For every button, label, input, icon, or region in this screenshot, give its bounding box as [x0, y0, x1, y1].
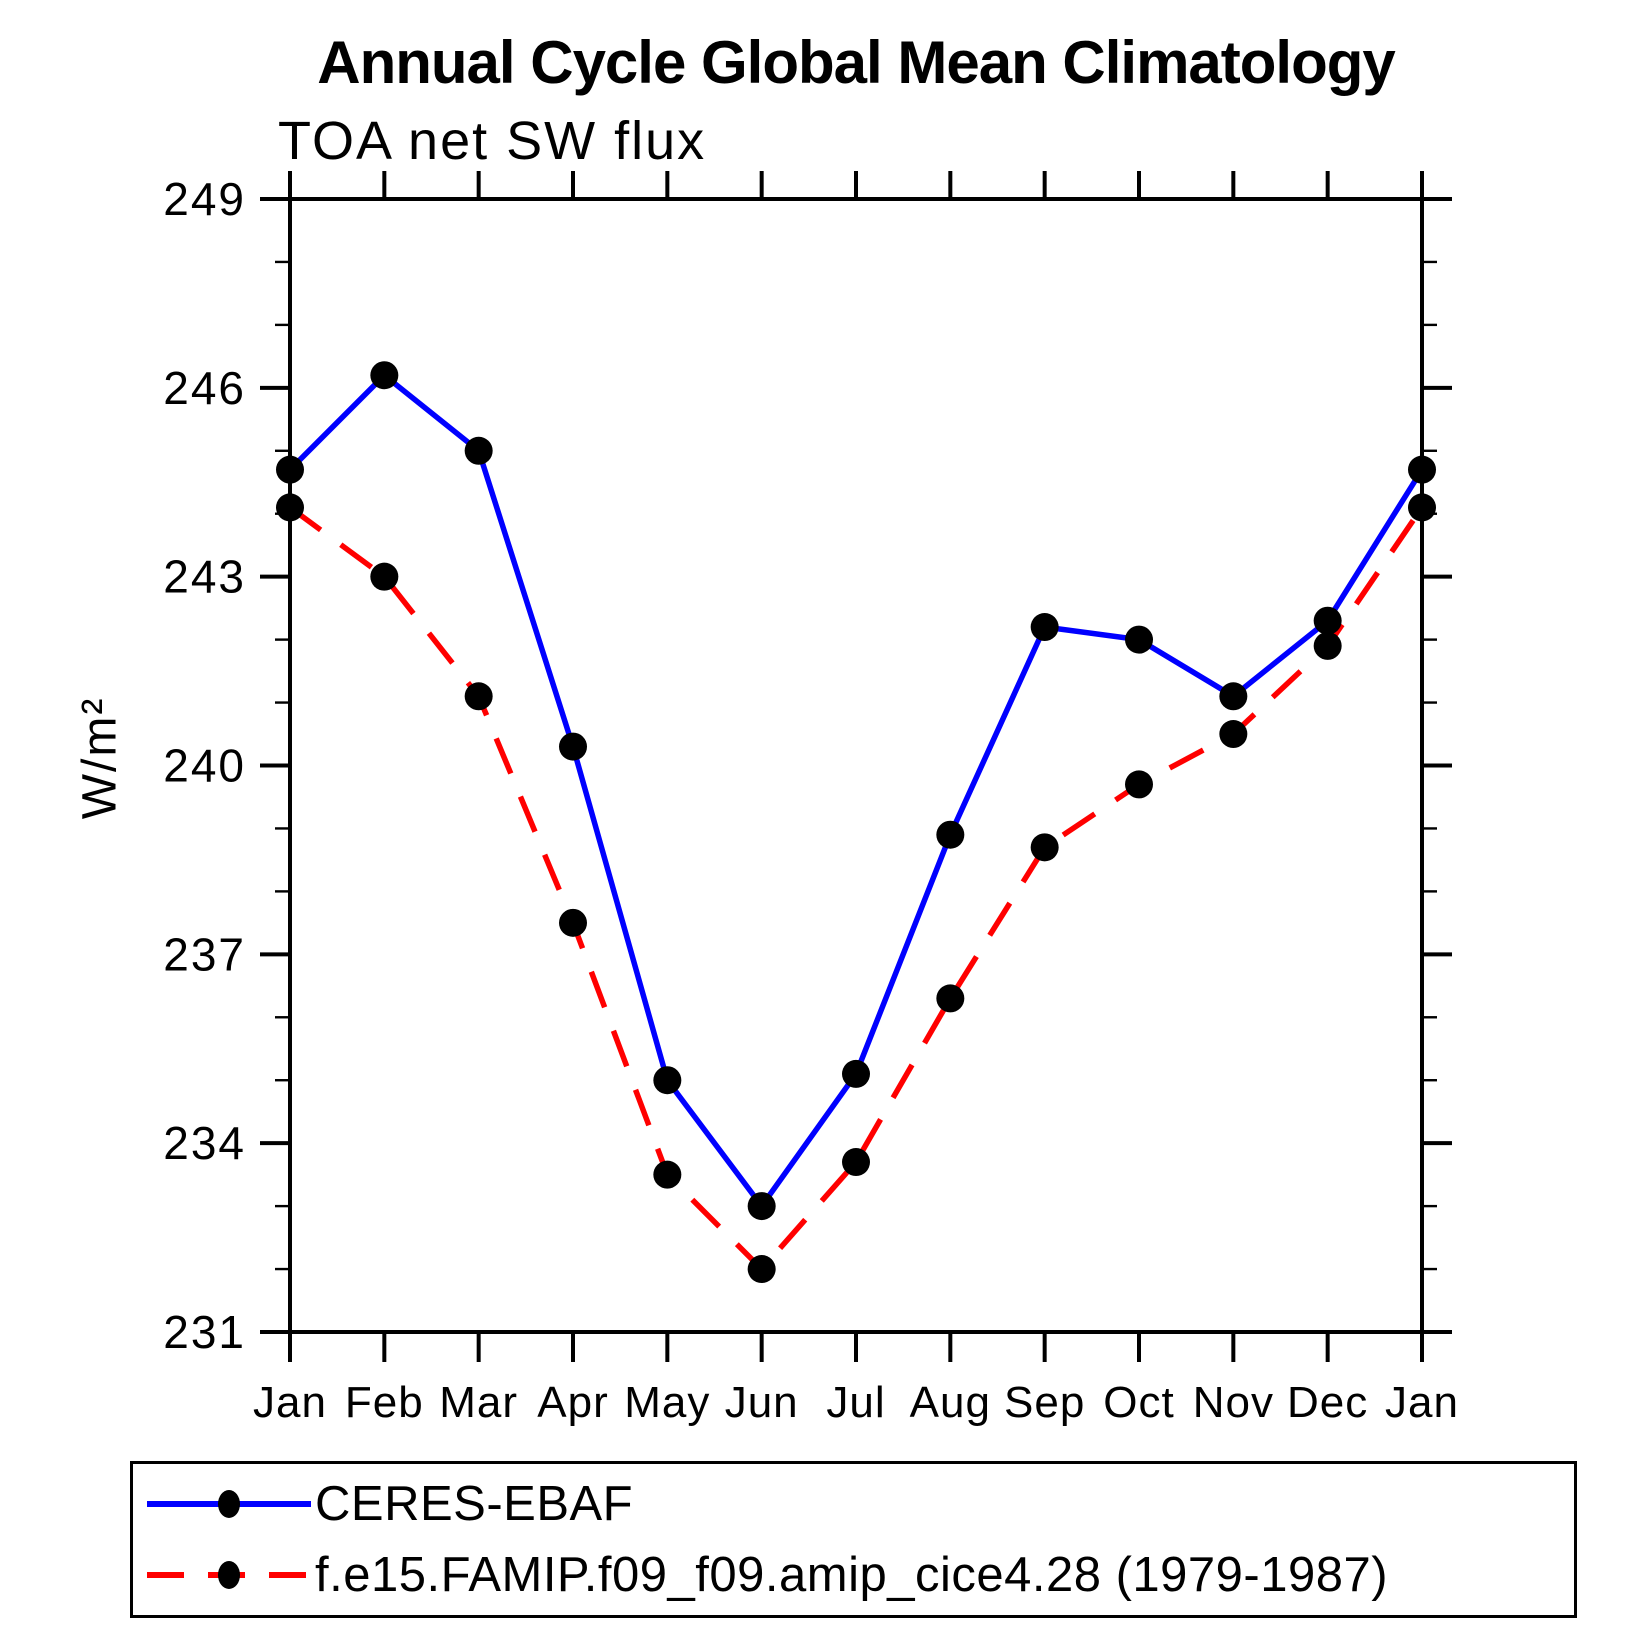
y-tick-label: 237: [163, 928, 246, 980]
data-point-series-1: [276, 493, 304, 522]
data-point-series-1: [1408, 493, 1436, 522]
x-tick-label: Jun: [725, 1378, 799, 1427]
data-point-series-0: [464, 436, 493, 465]
data-point-series-0: [1125, 625, 1153, 654]
x-tick-label: Dec: [1287, 1378, 1368, 1427]
x-tick-label: Sep: [1004, 1378, 1085, 1427]
y-tick-label: 249: [163, 173, 246, 225]
legend-line-sample-dashed: [147, 1561, 311, 1589]
data-point-series-0: [842, 1059, 870, 1088]
legend-box: CERES-EBAF f.e15.FAMIP.f09_f09.amip_cice…: [130, 1461, 1577, 1618]
x-tick-label: Apr: [537, 1378, 608, 1427]
legend-label-model: f.e15.FAMIP.f09_f09.amip_cice4.28 (1979-…: [315, 1548, 1389, 1602]
y-tick-label: 246: [163, 362, 246, 414]
data-point-series-1: [747, 1255, 776, 1284]
legend-sample-marker-dot: [218, 1561, 240, 1589]
chart-title: Annual Cycle Global Mean Climatology: [317, 29, 1396, 96]
data-point-series-1: [1125, 770, 1153, 799]
legend-sample-marker-dot: [218, 1490, 240, 1518]
data-point-series-0: [370, 361, 399, 390]
data-point-series-1: [1030, 833, 1059, 862]
data-point-series-0: [1219, 682, 1248, 711]
x-tick-label: Nov: [1193, 1378, 1274, 1427]
y-tick-label: 240: [163, 740, 246, 792]
x-tick-label: Jan: [253, 1378, 327, 1427]
x-tick-label: Aug: [910, 1378, 991, 1427]
x-tick-label: Oct: [1103, 1378, 1174, 1427]
legend-line-sample-solid: [147, 1490, 311, 1518]
data-point-series-1: [653, 1160, 682, 1189]
x-tick-label: Jan: [1385, 1378, 1459, 1427]
legend-label-ceres: CERES-EBAF: [315, 1477, 634, 1531]
data-point-series-0: [1030, 613, 1059, 642]
data-point-series-0: [653, 1066, 682, 1095]
data-point-series-0: [276, 455, 304, 484]
data-point-series-1: [559, 908, 587, 937]
legend-entry-model: f.e15.FAMIP.f09_f09.amip_cice4.28 (1979-…: [143, 1544, 1574, 1606]
data-point-series-0: [936, 820, 965, 849]
x-tick-label: Mar: [439, 1378, 518, 1427]
chart-subtitle: TOA net SW flux: [278, 111, 707, 171]
y-tick-label: 231: [163, 1306, 246, 1358]
x-tick-label: Feb: [345, 1378, 424, 1427]
y-tick-label: 234: [163, 1117, 246, 1169]
data-point-series-0: [747, 1192, 776, 1221]
data-point-series-1: [370, 562, 399, 591]
data-point-series-1: [464, 682, 493, 711]
data-point-series-0: [1408, 455, 1436, 484]
data-point-series-0: [1313, 606, 1342, 635]
x-tick-label: Jul: [826, 1378, 885, 1427]
data-point-series-1: [842, 1148, 870, 1177]
y-tick-label: 243: [163, 551, 246, 603]
data-point-series-1: [1313, 631, 1342, 660]
data-point-series-1: [1219, 720, 1248, 749]
legend-entry-ceres: CERES-EBAF: [143, 1473, 1574, 1535]
data-point-series-0: [559, 732, 587, 761]
data-point-series-1: [936, 984, 965, 1013]
x-tick-label: May: [624, 1378, 710, 1427]
